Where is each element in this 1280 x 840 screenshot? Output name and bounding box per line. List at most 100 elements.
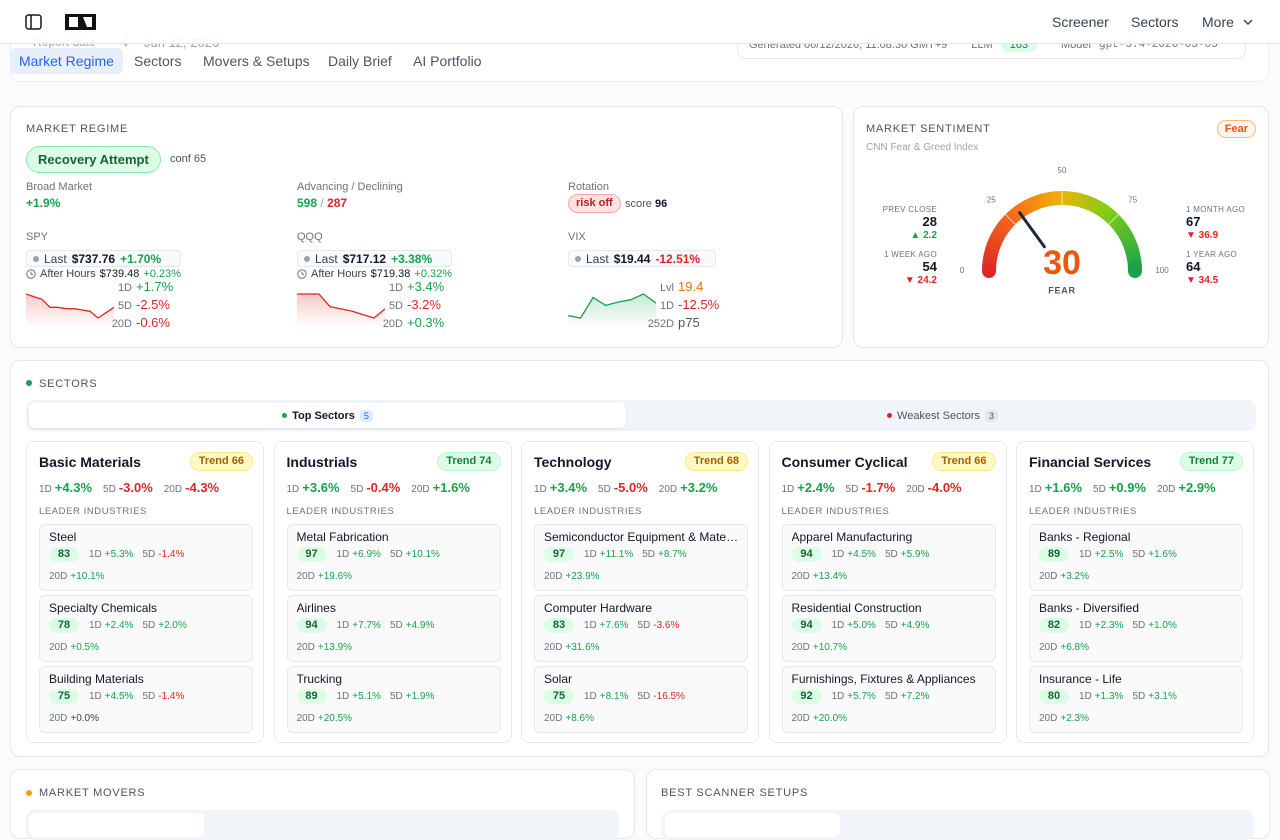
period-label: 1D bbox=[369, 282, 403, 294]
score-badge: 80 bbox=[1039, 689, 1069, 704]
industry-name: Insurance - Life bbox=[1039, 672, 1234, 686]
period-value: +2.3% bbox=[1060, 713, 1089, 724]
sector-name: Financial Services bbox=[1029, 454, 1151, 470]
clock-hands bbox=[302, 272, 304, 276]
industry-returns: 20D+2.3% bbox=[1039, 713, 1089, 724]
period-label: 5D bbox=[598, 484, 611, 495]
gauge-arc bbox=[1026, 206, 1030, 208]
toggle-dot bbox=[887, 413, 892, 418]
period-label: 20D bbox=[369, 318, 403, 330]
period-label: 20D bbox=[792, 571, 810, 582]
period-label: 5D bbox=[390, 620, 403, 631]
gauge-arc bbox=[997, 234, 999, 238]
regime-state: Recovery Attempt bbox=[26, 146, 161, 173]
period-value: +0.5% bbox=[70, 642, 99, 653]
card-title: MARKET MOVERS bbox=[39, 787, 145, 799]
gauge-arc bbox=[1036, 202, 1040, 203]
change: +1.70% bbox=[120, 252, 161, 266]
period-value: +2.3% bbox=[1095, 620, 1124, 631]
industry-name: Building Materials bbox=[49, 672, 244, 686]
period-label: 5D bbox=[1132, 549, 1145, 560]
gauge-arc bbox=[1133, 252, 1134, 256]
period-value: -0.4% bbox=[366, 480, 400, 495]
tab[interactable]: Sectors bbox=[134, 48, 181, 74]
gauge-arc bbox=[993, 245, 994, 249]
period-label: 20D bbox=[49, 571, 67, 582]
period-value: +2.4% bbox=[797, 480, 834, 495]
period-value: +3.2% bbox=[680, 480, 717, 495]
period-value: +2.0% bbox=[158, 620, 187, 631]
tab[interactable]: Daily Brief bbox=[328, 48, 392, 74]
industry-returns: 20D+31.6% bbox=[544, 642, 600, 653]
gauge-arc bbox=[1070, 198, 1074, 199]
period-value: +13.9% bbox=[318, 642, 352, 653]
toggle-count: 5 bbox=[360, 410, 373, 422]
history-label: 1 WEEK AGO bbox=[884, 250, 937, 259]
period-value: +2.5% bbox=[1095, 549, 1124, 560]
period-value: +3.4% bbox=[407, 279, 444, 294]
history-change: ▼ 34.5 bbox=[1186, 275, 1218, 286]
gauge-arc bbox=[1005, 222, 1008, 225]
gauge-arc bbox=[1133, 256, 1134, 260]
tab[interactable]: Market Regime bbox=[10, 48, 123, 74]
gauge-tick-label: 75 bbox=[1128, 195, 1137, 204]
more-chevron[interactable] bbox=[1242, 17, 1254, 27]
gauge-arc bbox=[994, 241, 996, 245]
period-value: -3.2% bbox=[407, 297, 441, 312]
period-label: 20D bbox=[98, 318, 132, 330]
gauge-arc bbox=[1047, 199, 1051, 200]
score-badge: 94 bbox=[792, 618, 822, 633]
history-change: ▼ 24.2 bbox=[905, 275, 937, 286]
industry-returns: 20D+0.0% bbox=[49, 713, 99, 724]
tab[interactable]: AI Portfolio bbox=[413, 48, 481, 74]
logo[interactable] bbox=[65, 14, 96, 30]
sidebar-toggle[interactable] bbox=[25, 14, 42, 30]
period-label: Lvl bbox=[640, 282, 674, 294]
nav-link[interactable]: More bbox=[1202, 14, 1234, 30]
period-value: +1.6% bbox=[433, 480, 470, 495]
period-label: 1D bbox=[1029, 484, 1042, 495]
gauge-arc bbox=[1085, 202, 1089, 203]
period-value: +3.6% bbox=[302, 480, 339, 495]
period-label: 1D bbox=[89, 691, 102, 702]
industry-returns: 20D+20.0% bbox=[792, 713, 848, 724]
gauge-arc bbox=[990, 256, 991, 260]
gauge-arc bbox=[1105, 212, 1108, 214]
tab[interactable]: Movers & Setups bbox=[203, 48, 310, 74]
sector-name: Consumer Cyclical bbox=[782, 454, 908, 470]
nav-link[interactable]: Screener bbox=[1052, 14, 1109, 30]
history-value: 28 bbox=[923, 214, 937, 229]
period-label: 1D bbox=[1079, 549, 1092, 560]
history-value: 64 bbox=[1186, 259, 1200, 274]
history-label: 1 YEAR AGO bbox=[1186, 250, 1237, 259]
industry-returns: 20D+19.6% bbox=[297, 571, 353, 582]
period-value: +7.7% bbox=[352, 620, 381, 631]
nav-link[interactable]: Sectors bbox=[1131, 14, 1178, 30]
gauge-arc bbox=[1114, 219, 1117, 222]
